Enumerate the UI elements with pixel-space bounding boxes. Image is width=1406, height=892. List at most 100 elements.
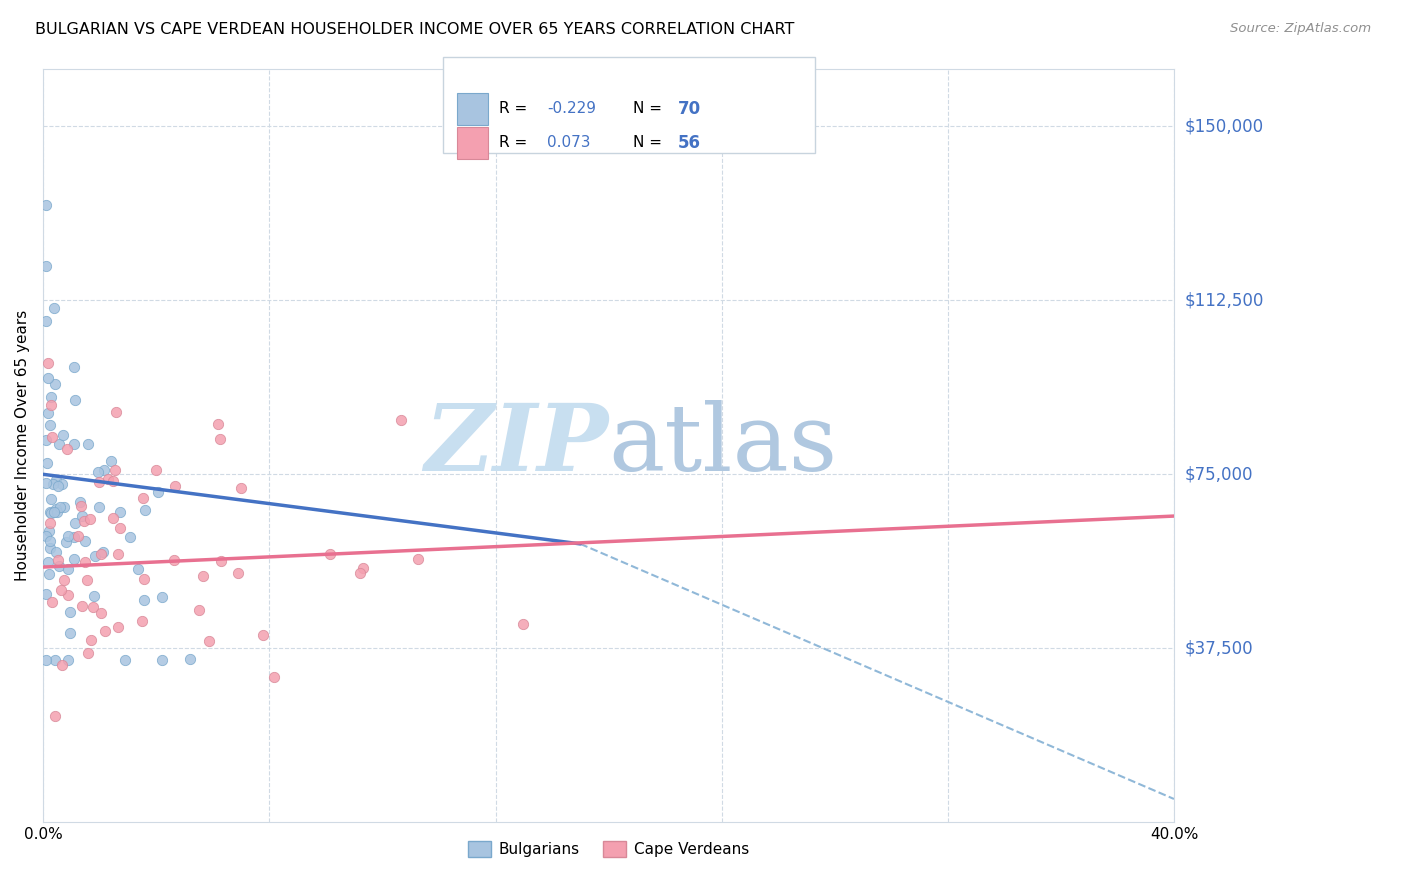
Point [42, 301, 65, 316]
Point [211, 554, 233, 568]
Text: atlas: atlas [609, 401, 838, 491]
Point [229, 481, 252, 495]
Point [84, 549, 107, 563]
Point [55, 535, 77, 549]
Point [37, 406, 59, 420]
Point [35, 259, 58, 273]
Text: $150,000: $150,000 [1185, 118, 1264, 136]
Point [90, 607, 112, 621]
Point [76, 436, 98, 450]
Point [263, 670, 285, 684]
Text: $112,500: $112,500 [1185, 292, 1264, 310]
Point [226, 566, 249, 581]
Point [41, 595, 63, 609]
Point [104, 404, 127, 418]
Point [63, 359, 86, 374]
Point [87, 465, 110, 479]
Point [108, 521, 131, 535]
Point [38, 566, 60, 581]
Point [389, 413, 412, 427]
Point [49, 500, 72, 514]
Point [69, 500, 91, 514]
Point [63, 393, 86, 408]
Point [56, 528, 79, 542]
Text: 70: 70 [678, 100, 700, 118]
Point [44, 505, 66, 519]
Point [35, 456, 58, 470]
Point [63, 437, 86, 451]
Point [89, 500, 111, 515]
Point [35, 314, 58, 328]
Legend: Bulgarians, Cape Verdeans: Bulgarians, Cape Verdeans [463, 835, 755, 863]
Point [150, 653, 173, 667]
Point [79, 512, 101, 526]
Point [132, 592, 155, 607]
Point [70, 599, 93, 613]
Point [35, 433, 58, 447]
Point [104, 463, 127, 477]
Point [101, 511, 124, 525]
Text: 56: 56 [678, 134, 700, 152]
Point [82, 599, 104, 614]
Point [58, 562, 80, 576]
Point [45, 502, 67, 516]
Point [132, 572, 155, 586]
Point [76, 573, 98, 587]
Point [163, 479, 186, 493]
Point [35, 587, 58, 601]
Point [44, 473, 66, 487]
Point [63, 552, 86, 566]
Point [76, 646, 98, 660]
Point [53, 573, 76, 587]
Point [35, 653, 58, 667]
Point [198, 634, 221, 648]
Point [59, 625, 82, 640]
Point [107, 620, 129, 634]
Point [107, 547, 129, 561]
Point [45, 505, 67, 519]
Point [35, 198, 58, 212]
Point [44, 653, 66, 667]
Point [252, 628, 274, 642]
Point [118, 530, 141, 544]
Point [97, 472, 120, 486]
Point [75, 555, 97, 569]
Point [62, 530, 84, 544]
Point [38, 541, 60, 556]
Text: R =: R = [499, 136, 533, 150]
Point [207, 417, 229, 432]
Point [35, 529, 58, 543]
Point [101, 475, 124, 489]
Point [37, 356, 59, 370]
Point [55, 442, 77, 457]
Point [93, 463, 115, 477]
Text: BULGARIAN VS CAPE VERDEAN HOUSEHOLDER INCOME OVER 65 YEARS CORRELATION CHART: BULGARIAN VS CAPE VERDEAN HOUSEHOLDER IN… [35, 22, 794, 37]
Point [72, 509, 94, 524]
Point [90, 547, 112, 561]
Point [59, 605, 82, 619]
Point [56, 588, 79, 602]
Point [163, 553, 186, 567]
Point [39, 505, 62, 519]
Point [69, 495, 91, 509]
Point [73, 514, 96, 528]
Point [44, 545, 66, 559]
Point [38, 524, 60, 538]
Point [39, 398, 62, 412]
Point [65, 516, 87, 531]
Point [39, 506, 62, 520]
Point [146, 485, 169, 500]
Point [209, 433, 232, 447]
Point [132, 491, 155, 506]
Point [87, 475, 110, 489]
Point [51, 658, 73, 673]
Point [37, 371, 59, 385]
Point [39, 390, 62, 404]
Point [134, 503, 156, 517]
Point [127, 562, 149, 576]
Text: $75,000: $75,000 [1185, 466, 1254, 483]
Point [46, 553, 69, 567]
Point [150, 590, 173, 604]
Point [35, 476, 58, 491]
Point [56, 653, 79, 667]
